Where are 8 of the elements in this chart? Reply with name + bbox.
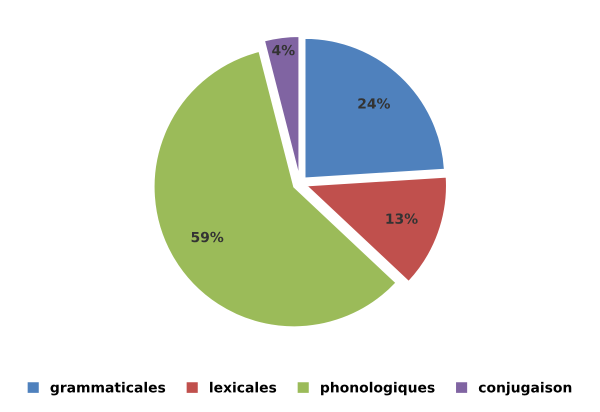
- data-label: 4%: [272, 44, 295, 56]
- legend-label: conjugaison: [478, 382, 572, 396]
- data-label: 59%: [192, 232, 224, 242]
- data-label: 24%: [358, 98, 390, 109]
- data-label: 13%: [386, 213, 418, 224]
- legend-label: grammaticales: [50, 382, 166, 396]
- legend-label: phonologiques: [321, 382, 435, 396]
- legend-label: lexicales: [210, 382, 276, 393]
